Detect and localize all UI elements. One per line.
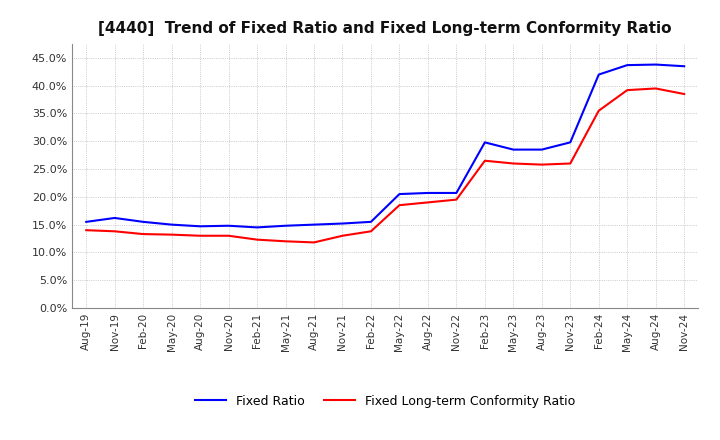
- Fixed Ratio: [480, 140, 489, 145]
- Fixed Long-term Conformity Ratio: [480, 158, 489, 163]
- Legend: Fixed Ratio, Fixed Long-term Conformity Ratio: Fixed Ratio, Fixed Long-term Conformity …: [190, 390, 580, 413]
- Fixed Long-term Conformity Ratio: [282, 238, 290, 244]
- Fixed Long-term Conformity Ratio: [225, 233, 233, 238]
- Fixed Long-term Conformity Ratio: [452, 197, 461, 202]
- Fixed Long-term Conformity Ratio: [167, 232, 176, 237]
- Line: Fixed Long-term Conformity Ratio: Fixed Long-term Conformity Ratio: [86, 88, 684, 242]
- Fixed Ratio: [452, 191, 461, 196]
- Fixed Ratio: [423, 191, 432, 196]
- Fixed Ratio: [139, 219, 148, 224]
- Fixed Long-term Conformity Ratio: [680, 92, 688, 97]
- Fixed Long-term Conformity Ratio: [423, 200, 432, 205]
- Fixed Ratio: [338, 221, 347, 226]
- Fixed Ratio: [110, 215, 119, 220]
- Line: Fixed Ratio: Fixed Ratio: [86, 65, 684, 227]
- Fixed Ratio: [310, 222, 318, 227]
- Fixed Ratio: [167, 222, 176, 227]
- Fixed Ratio: [680, 64, 688, 69]
- Fixed Ratio: [196, 224, 204, 229]
- Fixed Long-term Conformity Ratio: [310, 240, 318, 245]
- Fixed Long-term Conformity Ratio: [566, 161, 575, 166]
- Fixed Ratio: [623, 62, 631, 68]
- Fixed Ratio: [82, 219, 91, 224]
- Fixed Ratio: [652, 62, 660, 67]
- Fixed Long-term Conformity Ratio: [196, 233, 204, 238]
- Fixed Long-term Conformity Ratio: [537, 162, 546, 167]
- Fixed Long-term Conformity Ratio: [253, 237, 261, 242]
- Fixed Ratio: [225, 223, 233, 228]
- Fixed Ratio: [253, 225, 261, 230]
- Fixed Long-term Conformity Ratio: [82, 227, 91, 233]
- Fixed Ratio: [395, 191, 404, 197]
- Fixed Ratio: [537, 147, 546, 152]
- Fixed Long-term Conformity Ratio: [139, 231, 148, 237]
- Fixed Long-term Conformity Ratio: [652, 86, 660, 91]
- Fixed Ratio: [366, 219, 375, 224]
- Fixed Long-term Conformity Ratio: [395, 202, 404, 208]
- Fixed Long-term Conformity Ratio: [366, 229, 375, 234]
- Fixed Long-term Conformity Ratio: [338, 233, 347, 238]
- Fixed Ratio: [566, 140, 575, 145]
- Fixed Ratio: [595, 72, 603, 77]
- Fixed Ratio: [282, 223, 290, 228]
- Fixed Ratio: [509, 147, 518, 152]
- Fixed Long-term Conformity Ratio: [595, 108, 603, 114]
- Title: [4440]  Trend of Fixed Ratio and Fixed Long-term Conformity Ratio: [4440] Trend of Fixed Ratio and Fixed Lo…: [99, 21, 672, 36]
- Fixed Long-term Conformity Ratio: [509, 161, 518, 166]
- Fixed Long-term Conformity Ratio: [623, 88, 631, 93]
- Fixed Long-term Conformity Ratio: [110, 229, 119, 234]
